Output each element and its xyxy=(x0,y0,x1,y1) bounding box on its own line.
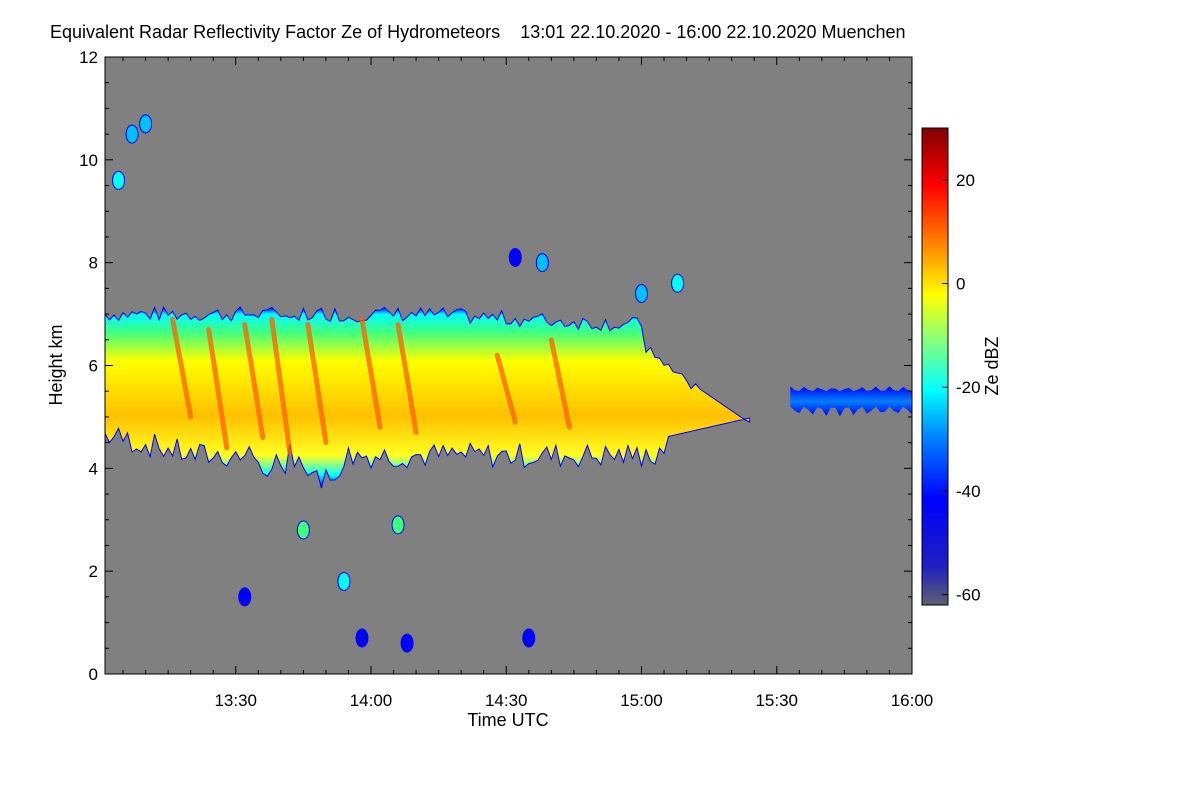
cloud-layer xyxy=(104,305,751,489)
chart-title: Equivalent Radar Reflectivity Factor Ze … xyxy=(50,22,906,43)
y-tick-label: 8 xyxy=(89,254,98,273)
colorbar-tick-label: 0 xyxy=(956,275,965,294)
echo-patch xyxy=(296,520,310,540)
fall-streak xyxy=(305,321,329,446)
y-axis-title: Height km xyxy=(46,324,66,405)
y-tick-label: 10 xyxy=(79,151,98,170)
x-tick-label: 14:00 xyxy=(350,691,393,710)
x-tick-label: 13:30 xyxy=(214,691,257,710)
echo-patch xyxy=(391,515,405,535)
y-axis: 0 2 4 6 8 10 12 xyxy=(79,48,912,684)
cloud-body xyxy=(104,305,751,489)
y-tick-label: 12 xyxy=(79,48,98,67)
chart-title-time-range: 13:01 22.10.2020 - 16:00 22.10.2020 Muen… xyxy=(520,22,906,42)
fall-streak xyxy=(170,316,194,420)
echo-patch xyxy=(522,628,536,648)
colorbar-ticks: 20 0 -20 -40 -60 xyxy=(942,171,981,605)
fall-streak xyxy=(548,337,572,430)
echo-patch xyxy=(535,253,549,273)
echo-patch xyxy=(139,114,153,134)
echo-patch xyxy=(508,248,522,268)
fall-streak xyxy=(206,327,230,451)
fall-streak xyxy=(359,316,383,430)
y-tick-label: 0 xyxy=(89,665,98,684)
colorbar-tick-label: -60 xyxy=(956,586,981,605)
echo-patch xyxy=(125,124,139,144)
y-tick-label: 6 xyxy=(89,357,98,376)
echo-patch xyxy=(634,284,648,304)
echo-patch xyxy=(671,273,685,293)
x-tick-label: 14:30 xyxy=(485,691,528,710)
secondary-layer xyxy=(790,386,912,417)
chart-title-main: Equivalent Radar Reflectivity Factor Ze … xyxy=(50,22,501,42)
y-tick-label: 2 xyxy=(89,562,98,581)
echo-patch xyxy=(112,170,126,190)
echo-patch xyxy=(337,571,351,591)
colorbar-tick-label: -20 xyxy=(956,378,981,397)
fall-streak xyxy=(395,321,419,435)
colorbar xyxy=(921,127,949,606)
y-tick-label: 4 xyxy=(89,459,98,478)
colorbar-tick-label: -40 xyxy=(956,482,981,501)
x-tick-label: 15:00 xyxy=(620,691,663,710)
fall-streak xyxy=(242,321,266,440)
x-tick-label: 15:30 xyxy=(755,691,798,710)
x-axis-title: Time UTC xyxy=(467,710,548,730)
fall-streak xyxy=(269,316,293,456)
colorbar-tick-label: 20 xyxy=(956,171,975,190)
colorbar-title: Ze dBZ xyxy=(982,336,1002,395)
echo-patch xyxy=(238,587,252,607)
fall-streak xyxy=(494,352,518,425)
x-axis: 13:30 14:00 14:30 15:00 15:30 16:00 xyxy=(122,57,934,710)
scattered-echoes xyxy=(112,114,685,653)
echo-patch xyxy=(400,633,414,653)
secondary-cloud xyxy=(790,386,912,417)
x-tick-label: 16:00 xyxy=(891,691,934,710)
echo-patch xyxy=(355,628,369,648)
